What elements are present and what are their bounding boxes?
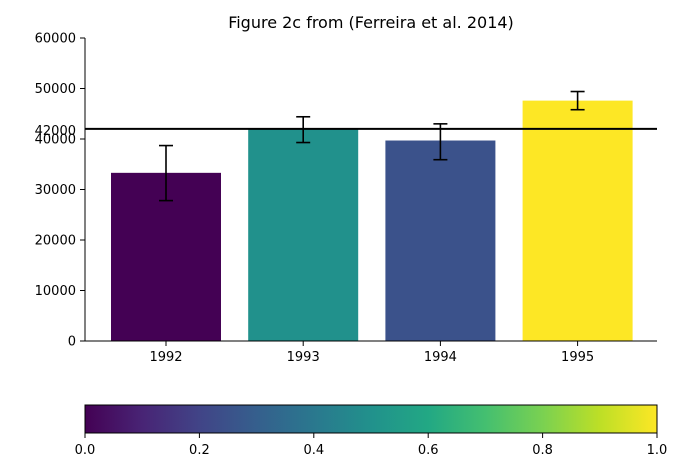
- chart-title: Figure 2c from (Ferreira et al. 2014): [228, 13, 514, 32]
- colorbar-tick-label-0.4: 0.4: [303, 443, 324, 458]
- reference-line-label: 42000: [35, 124, 76, 139]
- y-tick-label-10000: 10000: [35, 284, 76, 299]
- colorbar-gradient: [84, 404, 658, 434]
- bar-1993: [248, 128, 359, 341]
- colorbar: 0.0 0.2 0.4 0.6 0.8 1.0: [75, 404, 668, 458]
- y-tick-label-20000: 20000: [35, 234, 76, 249]
- bar-1994: [385, 140, 496, 341]
- x-tick-label-1992: 1992: [149, 350, 182, 365]
- y-tick-label-0: 0: [68, 335, 76, 350]
- plot-area: 0 10000 20000 30000 40000 50000 60000 42000 1992…: [35, 32, 657, 365]
- x-tick-label-1995: 1995: [561, 350, 594, 365]
- y-tick-label-30000: 30000: [35, 183, 76, 198]
- y-tick-label-60000: 60000: [35, 32, 76, 47]
- colorbar-tick-label-0.0: 0.0: [75, 443, 96, 458]
- x-tick-label-1994: 1994: [424, 350, 457, 365]
- colorbar-tick-label-1.0: 1.0: [647, 443, 668, 458]
- colorbar-tick-label-0.6: 0.6: [418, 443, 439, 458]
- y-tick-label-50000: 50000: [35, 82, 76, 97]
- colorbar-tick-label-0.8: 0.8: [532, 443, 553, 458]
- y-tick-label-40000: 40000: [35, 133, 76, 148]
- colorbar-tick-label-0.2: 0.2: [189, 443, 210, 458]
- bar-1995: [522, 100, 633, 342]
- x-tick-label-1993: 1993: [287, 350, 320, 365]
